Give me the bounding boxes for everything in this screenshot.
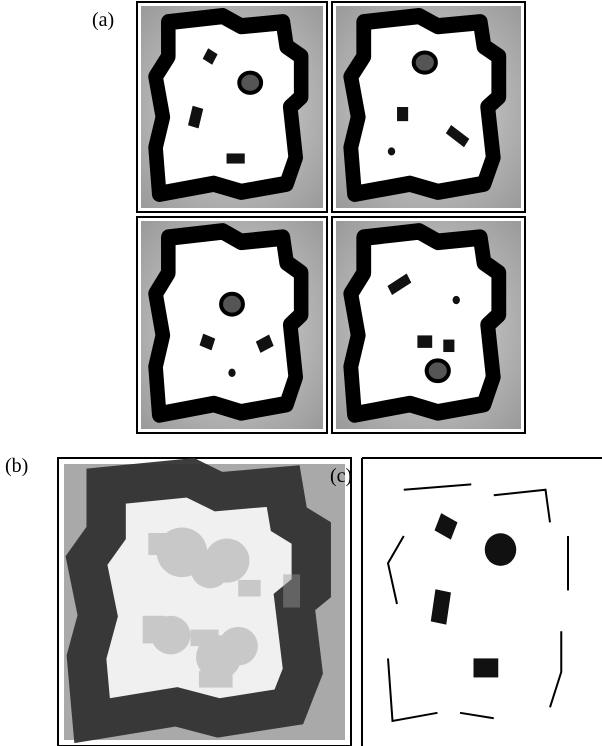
figure: (a) [0,0,602,746]
map-panel [332,217,525,433]
map-panel [58,458,351,746]
panel-label: (b) [5,455,28,477]
map-panel [137,2,327,212]
map-panel [332,2,525,212]
panel-label: (a) [92,9,114,31]
panel-label: (c) [330,465,352,487]
map-panel [137,217,327,433]
map-panel [362,458,602,746]
